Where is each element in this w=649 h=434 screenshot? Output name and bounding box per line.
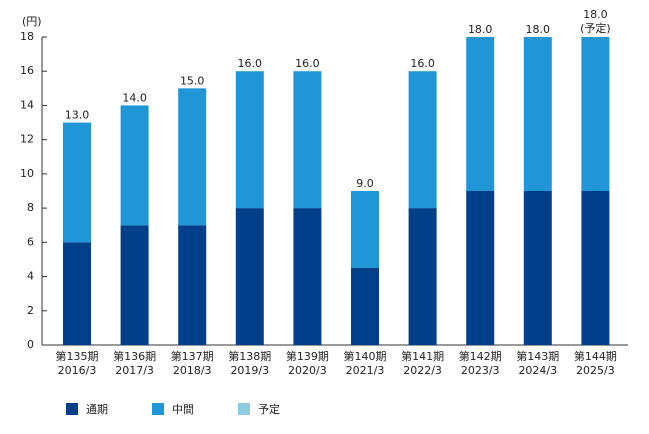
y-tick-label: 18 xyxy=(20,30,34,43)
bar-segment xyxy=(63,122,91,243)
bar-segment xyxy=(351,268,379,345)
x-tick-label: 第144期 xyxy=(574,349,617,363)
x-tick-label: 2025/3 xyxy=(576,364,615,377)
x-tick-label: 2022/3 xyxy=(403,364,442,377)
total-label: 13.0 xyxy=(65,109,90,122)
x-tick-label: 第136期 xyxy=(113,349,156,363)
x-tick-label: 2016/3 xyxy=(58,364,97,377)
total-label: 16.0 xyxy=(238,57,263,70)
x-tick-label: 第137期 xyxy=(171,349,214,363)
bar-segment xyxy=(235,208,264,345)
y-tick-label: 16 xyxy=(20,64,34,77)
x-tick-label: 2018/3 xyxy=(173,364,212,377)
y-tick-label: 4 xyxy=(27,270,34,283)
x-tick-label: 2020/3 xyxy=(288,364,327,377)
legend-swatch xyxy=(238,403,250,415)
bar-segment xyxy=(581,37,610,191)
x-tick-label: 第138期 xyxy=(228,349,271,363)
y-tick-label: 14 xyxy=(20,98,34,111)
total-label: 14.0 xyxy=(122,91,147,104)
bar-segment xyxy=(120,225,149,345)
y-tick-label: 2 xyxy=(27,304,34,317)
total-label: 9.0 xyxy=(356,177,374,190)
y-axis-label: (円) xyxy=(22,15,42,28)
bar-segment xyxy=(408,71,437,209)
y-tick-label: 10 xyxy=(20,167,34,180)
bar-segment xyxy=(523,191,552,345)
legend-swatch xyxy=(152,403,164,415)
annotation: (予定) xyxy=(580,21,611,35)
total-label: 18.0 xyxy=(468,23,493,36)
bar-segment xyxy=(408,208,437,345)
y-tick-label: 0 xyxy=(27,338,34,351)
total-label: 16.0 xyxy=(410,57,435,70)
legend-swatch xyxy=(66,403,78,415)
total-label: 18.0 xyxy=(526,23,551,36)
x-tick-label: 2017/3 xyxy=(115,364,154,377)
bar-segment xyxy=(523,37,552,191)
legend-label: 通期 xyxy=(86,403,108,416)
x-tick-label: 2023/3 xyxy=(461,364,500,377)
bar-segment xyxy=(63,242,91,345)
x-tick-label: 2021/3 xyxy=(346,364,385,377)
total-label: 16.0 xyxy=(295,57,320,70)
bar-segment xyxy=(351,191,379,268)
x-tick-label: 第143期 xyxy=(516,349,559,363)
x-tick-label: 第139期 xyxy=(286,349,329,363)
x-tick-label: 2024/3 xyxy=(518,364,557,377)
bar-segment xyxy=(120,105,149,226)
y-tick-label: 12 xyxy=(20,133,34,146)
x-tick-label: 第142期 xyxy=(459,349,502,363)
bar-segment xyxy=(466,37,495,191)
bar-segment xyxy=(235,71,264,209)
x-tick-label: 第135期 xyxy=(56,349,99,363)
bar-segment xyxy=(178,88,207,226)
x-tick-label: 2019/3 xyxy=(230,364,269,377)
x-tick-label: 第140期 xyxy=(344,349,387,363)
bar-segment xyxy=(466,191,495,345)
bar-segment xyxy=(293,208,322,345)
legend-label: 中間 xyxy=(172,403,194,416)
legend-label: 予定 xyxy=(258,402,280,416)
bar-segment xyxy=(293,71,322,209)
total-label: 15.0 xyxy=(180,74,205,87)
total-label: 18.0 xyxy=(583,8,608,21)
y-tick-label: 6 xyxy=(27,235,34,248)
x-tick-label: 第141期 xyxy=(401,349,444,363)
y-tick-label: 8 xyxy=(27,201,34,214)
bar-segment xyxy=(178,225,207,345)
bar-segment xyxy=(581,191,610,345)
